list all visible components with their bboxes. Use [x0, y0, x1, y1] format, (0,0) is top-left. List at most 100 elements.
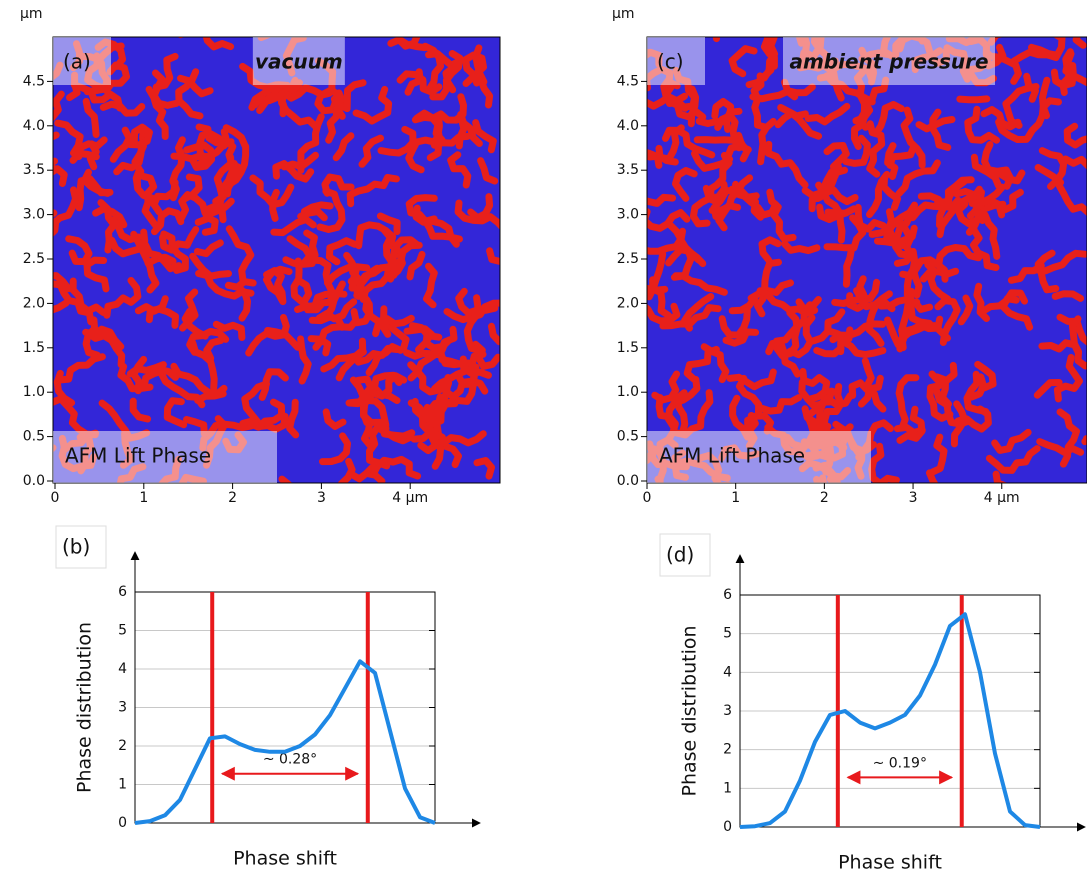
domain: [447, 151, 472, 189]
domain: [1056, 313, 1087, 346]
domain: [53, 186, 80, 228]
domain: [856, 76, 890, 131]
domain: [348, 463, 377, 483]
domain: [999, 295, 1034, 331]
domain: [1055, 182, 1087, 216]
domain: [322, 408, 347, 430]
domain: [396, 70, 443, 96]
domain: [299, 201, 334, 224]
domain: [711, 98, 735, 131]
x-tick-label: 1: [731, 490, 740, 506]
panel-box: [55, 525, 107, 569]
domain: [1033, 249, 1087, 275]
domain: [140, 367, 166, 391]
domain: [920, 267, 960, 283]
domain: [973, 282, 990, 322]
domain: [53, 90, 65, 122]
domain: [224, 153, 241, 192]
y-tick-label: 4: [118, 661, 127, 677]
domain: [189, 252, 232, 280]
domain: [194, 203, 227, 226]
domain: [798, 378, 837, 409]
domain: [896, 405, 926, 444]
domain: [473, 457, 495, 480]
axis-unit: µm: [612, 6, 635, 22]
domain: [758, 394, 803, 415]
domain: [411, 110, 461, 124]
domain: [53, 131, 60, 141]
image-title: ambient pressure: [789, 50, 988, 74]
domain: [455, 287, 499, 317]
y-tick-label: 0.0: [23, 473, 45, 489]
label-box: [647, 37, 705, 85]
panel-label: (c): [657, 50, 684, 74]
domain: [337, 457, 356, 483]
domain: [192, 130, 228, 171]
x-tick-label: 3: [909, 490, 918, 506]
domain: [407, 361, 452, 396]
domain: [655, 124, 685, 163]
domain: [892, 211, 914, 259]
domain: [457, 111, 483, 147]
domain: [868, 442, 900, 483]
label-box: [647, 431, 871, 483]
caption: AFM Lift Phase: [659, 444, 805, 468]
y-tick-label: 0: [118, 815, 127, 831]
domain: [1033, 379, 1063, 399]
domain: [974, 360, 997, 392]
domain: [53, 165, 68, 187]
domain: [1024, 76, 1051, 142]
domain: [377, 125, 417, 157]
domain: [823, 142, 850, 187]
domain: [290, 257, 305, 305]
domain: [976, 164, 1002, 190]
domain: [967, 373, 987, 401]
y-tick-label: 4.5: [617, 73, 639, 89]
domain: [866, 120, 886, 154]
domain: [781, 240, 821, 255]
domain: [722, 107, 743, 133]
domain: [991, 428, 1032, 454]
domain: [463, 294, 484, 355]
domain: [53, 444, 57, 453]
y-axis-label: Phase distribution: [74, 622, 96, 793]
domain: [662, 126, 716, 159]
domain: [673, 389, 689, 437]
domain: [831, 290, 893, 311]
domain: [708, 174, 754, 214]
domain: [884, 316, 902, 349]
domain: [848, 379, 887, 413]
domain: [728, 45, 758, 78]
y-tick-label: 3: [723, 703, 732, 719]
label-box: [53, 431, 277, 483]
domain: [799, 368, 831, 403]
domain: [53, 280, 95, 326]
domain: [102, 61, 130, 95]
domain: [884, 142, 899, 180]
y-tick-label: 2: [118, 738, 127, 754]
domain: [264, 327, 302, 351]
domain: [957, 294, 974, 326]
domain: [1068, 315, 1087, 370]
domain: [201, 213, 219, 236]
domain: [321, 173, 355, 197]
domain: [335, 348, 367, 382]
y-tick-label: 4.0: [23, 118, 45, 134]
annotation: ~ 0.19°: [873, 755, 927, 771]
domain: [225, 225, 255, 284]
domain: [245, 314, 290, 357]
y-tick-label: 2: [723, 742, 732, 758]
domain: [70, 81, 124, 112]
domain: [956, 95, 991, 104]
domain: [224, 278, 257, 291]
domain: [689, 185, 715, 228]
domain: [410, 403, 436, 443]
y-tick-label: 1.5: [23, 340, 45, 356]
y-axis-label: Phase distribution: [679, 625, 701, 796]
domain: [765, 340, 801, 378]
domain: [804, 102, 851, 126]
domain: [763, 37, 778, 70]
domain: [1023, 72, 1039, 103]
domain: [486, 247, 500, 266]
y-tick-label: 5: [723, 626, 732, 642]
